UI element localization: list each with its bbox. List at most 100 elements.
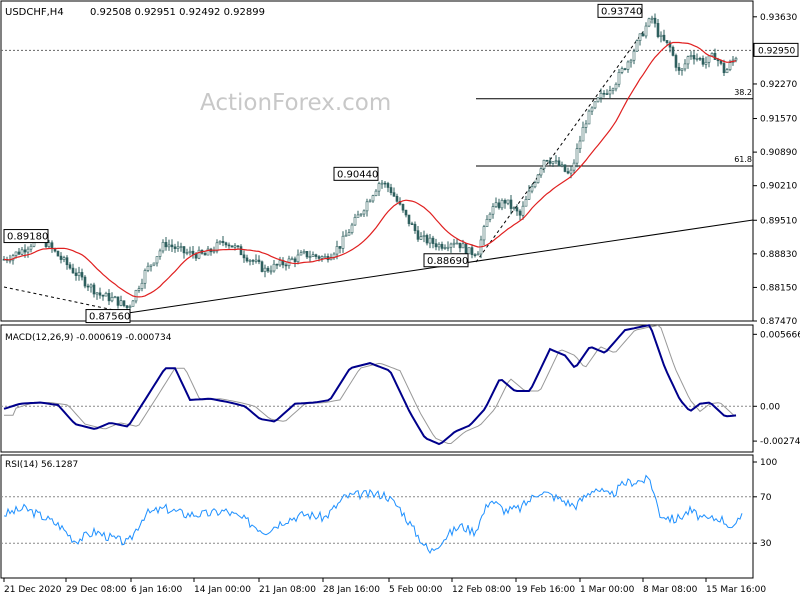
price-axis-label: 0.93630	[760, 13, 797, 23]
candle-body	[443, 247, 447, 249]
candle-body	[125, 305, 129, 308]
price-callout-label: 0.90440	[337, 169, 378, 180]
time-axis-label: 19 Feb 16:00	[516, 585, 575, 595]
candle-body	[323, 256, 327, 258]
candle-body	[509, 199, 513, 209]
rsi-label: RSI(14) 56.1287	[5, 460, 78, 470]
candle-body	[59, 255, 63, 260]
candle-body	[710, 53, 714, 57]
candle-body	[233, 245, 237, 248]
candle-body	[407, 214, 411, 224]
price-axis-label: 0.87470	[760, 317, 797, 327]
candle-body	[476, 253, 480, 256]
candle-body	[89, 284, 93, 288]
candle-body	[104, 292, 108, 297]
candle-body	[74, 272, 78, 276]
time-axis-label: 5 Feb 00:00	[389, 585, 443, 595]
time-axis-label: 6 Jan 16:00	[131, 585, 183, 595]
candle-body	[341, 235, 345, 249]
candle-body	[65, 257, 69, 266]
time-axis-label: 8 Mar 08:00	[643, 585, 698, 595]
candle-body	[164, 242, 168, 248]
candle-body	[215, 242, 219, 252]
candle-body	[698, 58, 702, 60]
price-callout-label: 0.93740	[601, 6, 642, 17]
candle-body	[668, 42, 672, 48]
candle-body	[134, 290, 138, 302]
candle-body	[353, 217, 357, 226]
candle-body	[221, 240, 225, 244]
candle-body	[689, 55, 693, 58]
candle-body	[530, 186, 534, 192]
candle-body	[680, 68, 684, 71]
candle-body	[230, 245, 234, 248]
candle-body	[23, 249, 27, 253]
candle-body	[113, 296, 117, 299]
candle-body	[251, 260, 255, 262]
candle-body	[95, 292, 99, 295]
fib-level-label: 61.8	[734, 155, 752, 164]
candle-body	[383, 182, 387, 185]
rsi-axis-label: 30	[760, 539, 772, 549]
candle-body	[734, 57, 738, 61]
price-callout-label: 0.88690	[427, 256, 468, 267]
time-axis: 21 Dec 2020 29 Dec 08:00 6 Jan 16:00 14 Jan…	[3, 578, 766, 595]
candle-body	[659, 34, 663, 37]
price-axis-label: 0.89510	[760, 216, 797, 226]
candle-body	[14, 251, 18, 256]
candle-body	[665, 40, 669, 43]
candle-body	[695, 58, 699, 60]
macd-axis-label: 0.00	[760, 402, 780, 412]
candle-body	[500, 200, 504, 209]
candle-body	[545, 159, 549, 162]
candle-body	[419, 236, 423, 240]
candle-body	[368, 200, 372, 203]
candle-body	[581, 127, 585, 142]
candle-body	[557, 160, 561, 167]
candle-body	[224, 242, 228, 246]
candle-body	[671, 46, 675, 56]
price-callout-box	[3, 229, 49, 244]
macd-axis: 0.005666 0.00 -0.002741	[1, 330, 800, 447]
candle-body	[674, 55, 678, 68]
candle-body	[371, 195, 375, 202]
candle-body	[677, 67, 681, 71]
candle-body	[359, 213, 363, 216]
candle-body	[182, 246, 186, 254]
candle-body	[302, 251, 306, 254]
candle-body	[362, 210, 366, 215]
candle-body	[26, 248, 30, 253]
candle-body	[110, 297, 114, 302]
candle-body	[203, 253, 207, 256]
candle-body	[20, 249, 24, 255]
candle-body	[167, 244, 171, 248]
candle-body	[257, 259, 261, 263]
candle-body	[149, 264, 153, 267]
candle-body	[47, 242, 51, 247]
candle-body	[242, 254, 246, 259]
candle-body	[644, 25, 648, 37]
price-callout-box	[85, 309, 131, 324]
candle-body	[380, 182, 384, 185]
candle-body	[692, 55, 696, 60]
candle-body	[656, 23, 660, 37]
candle-body	[605, 93, 609, 95]
candle-body	[158, 250, 162, 257]
candle-body	[71, 267, 75, 274]
macd-label: MACD(12,26,9) -0.000619 -0.000734	[5, 333, 172, 343]
candle-body	[116, 296, 120, 306]
candle-body	[68, 264, 72, 269]
candle-body	[722, 63, 726, 74]
price-axis-label: 0.90890	[760, 148, 797, 158]
candle-body	[143, 270, 147, 284]
candle-body	[77, 272, 81, 276]
candle-body	[416, 230, 420, 240]
price-callout-label: 0.87560	[89, 312, 130, 323]
candle-body	[713, 53, 717, 60]
candle-body	[506, 199, 510, 204]
candle-body	[179, 246, 183, 248]
candle-body	[611, 88, 615, 91]
candle-body	[197, 249, 201, 259]
